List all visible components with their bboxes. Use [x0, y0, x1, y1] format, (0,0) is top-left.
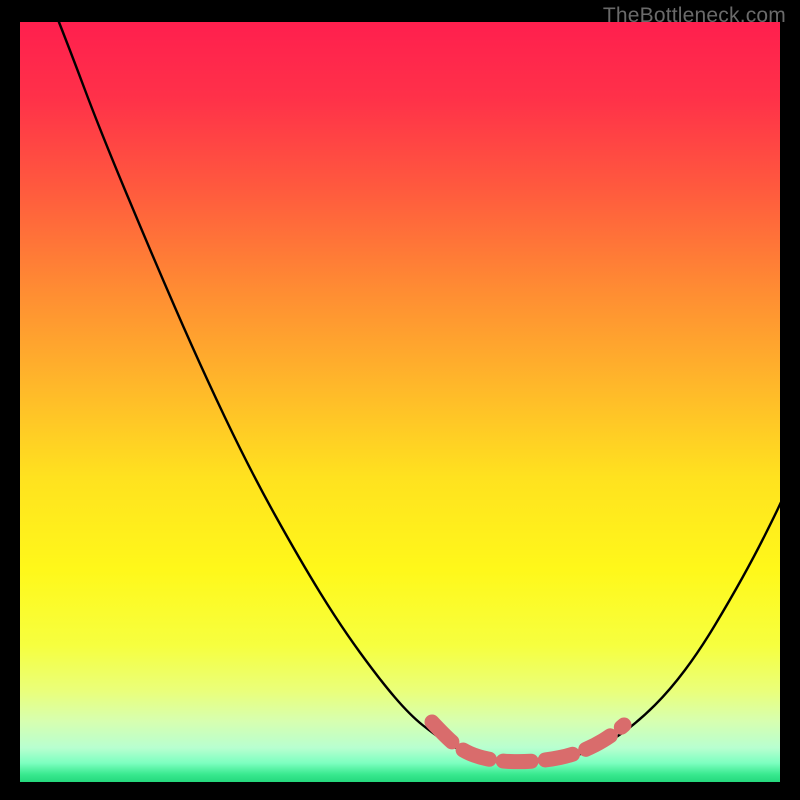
chart-stage: TheBottleneck.com — [0, 0, 800, 800]
optimal-range-marker — [432, 722, 624, 762]
watermark-text: TheBottleneck.com — [603, 4, 786, 28]
bottleneck-curve — [55, 12, 782, 762]
curve-layer — [0, 0, 800, 800]
